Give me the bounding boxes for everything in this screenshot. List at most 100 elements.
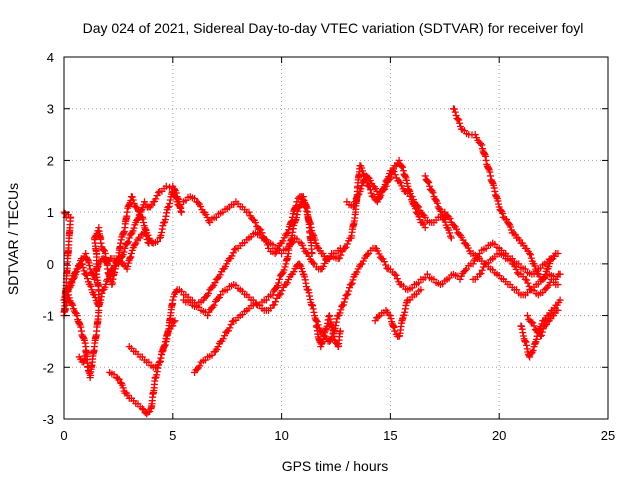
data-point-marker xyxy=(389,167,397,175)
data-point-marker xyxy=(82,270,90,278)
data-point-marker xyxy=(382,261,390,269)
data-point-marker xyxy=(375,250,383,258)
data-point-marker xyxy=(383,264,391,272)
plot-frame xyxy=(63,56,609,420)
data-point-marker xyxy=(379,186,387,194)
data-point-marker xyxy=(421,224,429,232)
data-point-marker xyxy=(83,271,91,279)
data-point-marker xyxy=(542,321,550,329)
x-tick-label: 5 xyxy=(169,428,176,443)
data-point-marker xyxy=(245,208,253,216)
data-point-marker xyxy=(91,294,99,302)
data-point-marker xyxy=(226,324,234,332)
data-point-marker xyxy=(255,225,263,233)
data-point-marker xyxy=(367,189,375,197)
data-point-marker xyxy=(392,271,400,279)
data-point-marker xyxy=(432,196,440,204)
data-point-marker xyxy=(203,213,211,221)
data-point-marker xyxy=(351,198,359,206)
data-point-marker xyxy=(391,327,399,335)
data-point-marker xyxy=(102,280,110,288)
data-point-marker xyxy=(537,332,545,340)
axis-ticks: 0 5 10 15 20 25 -3 -2 -1 0 1 2 3 4 xyxy=(42,50,615,443)
data-point-marker xyxy=(471,131,479,139)
x-tick-label: 25 xyxy=(601,428,615,443)
data-point-marker xyxy=(272,298,280,306)
y-axis-label: SDTVAR / TECUs xyxy=(5,183,21,295)
data-point-marker xyxy=(371,317,379,325)
data-point-marker xyxy=(172,194,180,202)
data-point-marker xyxy=(345,287,353,295)
data-point-marker xyxy=(374,313,382,321)
data-point-marker xyxy=(270,301,278,309)
data-point-marker xyxy=(290,268,298,276)
data-point-marker xyxy=(210,301,218,309)
data-point-marker xyxy=(524,279,532,287)
data-point-marker xyxy=(140,406,148,414)
data-point-marker xyxy=(554,281,562,289)
data-point-marker xyxy=(110,262,118,270)
data-point-marker xyxy=(353,268,361,276)
data-point-marker xyxy=(280,266,288,274)
data-point-marker xyxy=(395,177,403,185)
data-point-marker xyxy=(546,260,554,268)
data-point-marker xyxy=(423,270,431,278)
data-point-marker xyxy=(264,241,272,249)
data-point-marker xyxy=(433,199,441,207)
data-point-marker xyxy=(527,251,535,259)
data-point-marker xyxy=(196,362,204,370)
data-point-marker xyxy=(456,275,464,283)
data-point-marker xyxy=(527,318,535,326)
data-point-marker xyxy=(390,168,398,176)
data-point-marker xyxy=(343,240,351,248)
data-point-marker xyxy=(528,348,536,356)
data-point-marker xyxy=(348,279,356,287)
data-point-marker xyxy=(452,111,460,119)
data-point-marker xyxy=(439,214,447,222)
data-point-marker xyxy=(456,119,464,127)
data-point-marker xyxy=(115,375,123,383)
data-point-marker xyxy=(134,207,142,215)
data-point-marker xyxy=(450,221,458,229)
data-point-marker xyxy=(78,260,86,268)
data-point-marker xyxy=(415,203,423,211)
data-point-marker xyxy=(499,209,507,217)
data-point-marker xyxy=(148,201,156,209)
data-point-marker xyxy=(398,162,406,170)
data-point-marker xyxy=(364,173,372,181)
data-point-marker xyxy=(454,115,462,123)
series-14 xyxy=(469,250,562,299)
data-point-marker xyxy=(420,220,428,228)
data-point-marker xyxy=(538,328,546,336)
data-point-marker xyxy=(63,287,71,295)
data-point-marker xyxy=(415,279,423,287)
data-point-marker xyxy=(298,241,306,249)
x-tick-label: 15 xyxy=(383,428,397,443)
data-point-marker xyxy=(279,237,287,245)
data-point-marker xyxy=(424,177,432,185)
data-point-marker xyxy=(132,203,140,211)
data-point-marker xyxy=(141,198,149,206)
data-point-marker xyxy=(253,300,261,308)
data-point-marker xyxy=(197,203,205,211)
data-point-marker xyxy=(119,384,127,392)
series-12 xyxy=(421,172,455,242)
data-point-marker xyxy=(258,229,266,237)
data-point-marker xyxy=(170,318,178,326)
data-point-marker xyxy=(451,108,459,116)
data-point-marker xyxy=(130,224,138,232)
data-point-marker xyxy=(64,286,72,294)
data-point-marker xyxy=(124,391,132,399)
data-point-marker xyxy=(341,244,349,252)
data-point-marker xyxy=(450,105,458,113)
data-point-marker xyxy=(229,249,237,257)
data-point-marker xyxy=(396,179,404,187)
data-point-marker xyxy=(120,248,128,256)
data-point-marker xyxy=(541,271,549,279)
data-point-marker xyxy=(281,263,289,271)
data-point-marker xyxy=(523,276,531,284)
y-tick-label: 2 xyxy=(47,153,54,168)
data-point-marker xyxy=(321,260,329,268)
data-point-marker xyxy=(214,343,222,351)
